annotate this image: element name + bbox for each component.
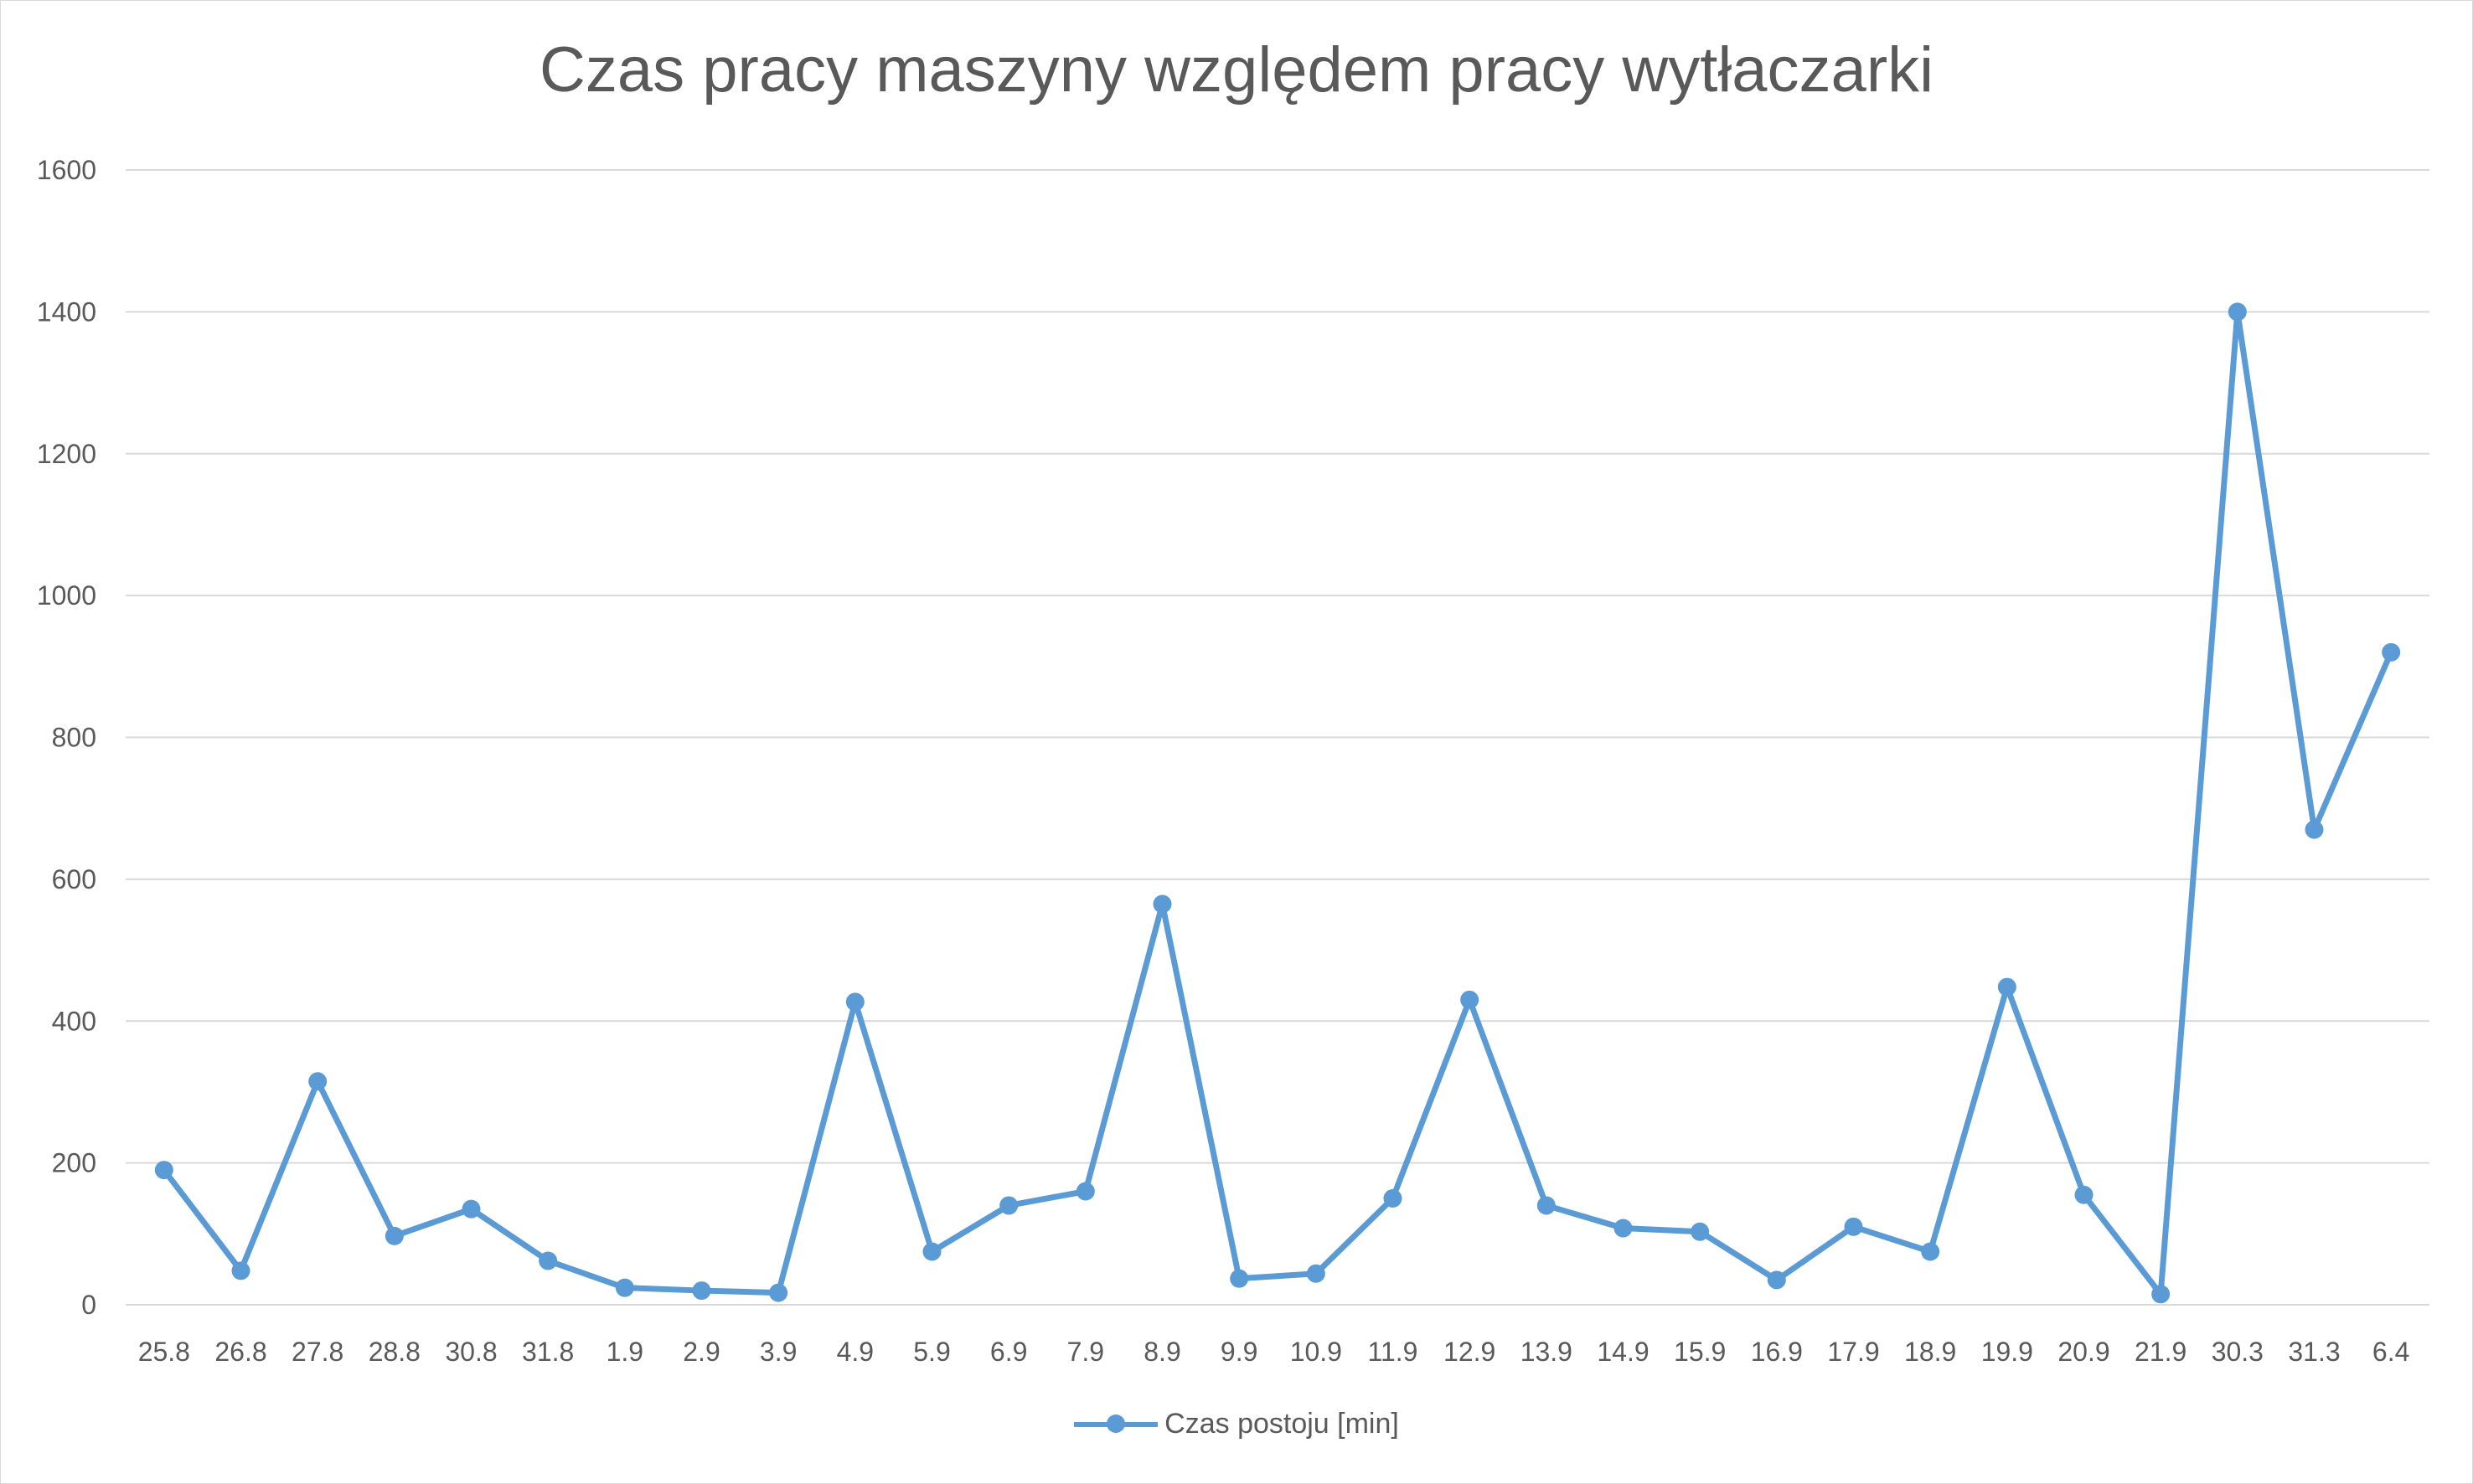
data-point xyxy=(845,992,865,1012)
y-tick-label: 1000 xyxy=(37,580,96,611)
data-point xyxy=(231,1261,250,1280)
x-tick-label: 6.9 xyxy=(990,1337,1027,1367)
x-tick-label: 20.9 xyxy=(2057,1337,2109,1367)
data-point xyxy=(692,1281,711,1301)
data-point xyxy=(1383,1188,1402,1208)
data-point xyxy=(2305,820,2324,839)
x-tick-label: 25.8 xyxy=(138,1337,190,1367)
y-tick-label: 1200 xyxy=(37,439,96,469)
data-point xyxy=(769,1283,788,1302)
data-point xyxy=(2151,1285,2171,1304)
y-tick-label: 800 xyxy=(52,723,96,753)
y-tick-label: 1600 xyxy=(37,155,96,185)
x-tick-label: 12.9 xyxy=(1443,1337,1495,1367)
x-tick-label: 3.9 xyxy=(760,1337,797,1367)
x-tick-label: 21.9 xyxy=(2135,1337,2186,1367)
x-tick-label: 18.9 xyxy=(1904,1337,1956,1367)
data-point xyxy=(1997,977,2016,997)
y-tick-label: 600 xyxy=(52,864,96,894)
x-tick-label: 14.9 xyxy=(1597,1337,1649,1367)
data-point xyxy=(1153,894,1172,914)
x-tick-label: 27.8 xyxy=(292,1337,343,1367)
x-tick-label: 2.9 xyxy=(683,1337,720,1367)
data-point xyxy=(462,1199,481,1219)
x-tick-label: 6.4 xyxy=(2372,1337,2409,1367)
x-tick-label: 26.8 xyxy=(214,1337,266,1367)
x-tick-label: 9.9 xyxy=(1221,1337,1257,1367)
chart-title: Czas pracy maszyny względem pracy wytłac… xyxy=(539,34,1934,106)
x-tick-label: 8.9 xyxy=(1144,1337,1180,1367)
x-tick-label: 31.3 xyxy=(2288,1337,2340,1367)
data-point xyxy=(1230,1269,1249,1288)
data-point xyxy=(1921,1242,1940,1261)
x-tick-label: 30.8 xyxy=(445,1337,497,1367)
legend: Czas postoju [min] xyxy=(0,1407,2473,1440)
x-tick-label: 10.9 xyxy=(1290,1337,1342,1367)
data-point xyxy=(1460,990,1479,1009)
data-point xyxy=(1844,1217,1863,1236)
x-tick-label: 15.9 xyxy=(1674,1337,1726,1367)
x-tick-label: 7.9 xyxy=(1067,1337,1104,1367)
data-point xyxy=(1536,1196,1556,1215)
data-point xyxy=(385,1226,404,1245)
data-point xyxy=(615,1278,634,1297)
x-tick-label: 13.9 xyxy=(1520,1337,1572,1367)
data-point xyxy=(1076,1182,1095,1201)
x-tick-label: 30.3 xyxy=(2212,1337,2264,1367)
data-point xyxy=(1613,1219,1633,1238)
x-tick-label: 19.9 xyxy=(1981,1337,2033,1367)
x-tick-label: 28.8 xyxy=(369,1337,421,1367)
x-tick-label: 16.9 xyxy=(1751,1337,1803,1367)
data-point xyxy=(308,1072,328,1091)
data-point xyxy=(2074,1185,2094,1204)
y-tick-label: 1400 xyxy=(37,296,96,327)
x-tick-label: 5.9 xyxy=(913,1337,950,1367)
y-tick-label: 400 xyxy=(52,1006,96,1036)
data-point xyxy=(2228,302,2247,322)
x-tick-label: 31.8 xyxy=(522,1337,574,1367)
data-point xyxy=(154,1161,173,1180)
legend-swatch xyxy=(1074,1407,1159,1440)
data-point xyxy=(539,1251,558,1270)
x-tick-label: 1.9 xyxy=(607,1337,643,1367)
data-point xyxy=(1306,1264,1325,1283)
data-point xyxy=(1767,1270,1786,1290)
data-point xyxy=(2382,642,2401,662)
y-tick-label: 0 xyxy=(81,1290,96,1320)
data-point xyxy=(922,1242,942,1261)
legend-label: Czas postoju [min] xyxy=(1164,1407,1399,1440)
x-tick-label: 11.9 xyxy=(1368,1337,1418,1367)
x-tick-label: 17.9 xyxy=(1827,1337,1879,1367)
x-tick-label: 4.9 xyxy=(837,1337,874,1367)
y-tick-label: 200 xyxy=(52,1148,96,1178)
data-point xyxy=(1691,1222,1710,1241)
series-line xyxy=(162,308,2394,1297)
data-point xyxy=(999,1196,1019,1215)
